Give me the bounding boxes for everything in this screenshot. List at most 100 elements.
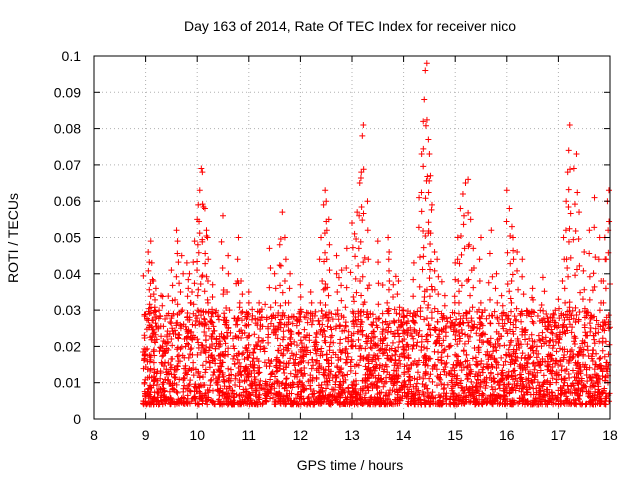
data-point bbox=[381, 380, 388, 387]
data-point bbox=[534, 312, 541, 319]
data-point bbox=[294, 381, 301, 388]
data-point bbox=[423, 332, 430, 339]
data-point bbox=[565, 273, 572, 280]
data-point bbox=[481, 376, 488, 383]
data-point bbox=[595, 329, 602, 336]
data-point bbox=[171, 366, 178, 373]
data-point bbox=[454, 341, 461, 348]
data-point bbox=[219, 401, 226, 408]
data-point bbox=[408, 395, 415, 402]
data-point bbox=[537, 367, 544, 374]
data-point bbox=[327, 339, 334, 346]
data-point bbox=[539, 383, 546, 390]
data-point bbox=[450, 361, 457, 368]
data-point bbox=[174, 238, 181, 245]
data-point bbox=[493, 347, 500, 354]
data-point bbox=[465, 338, 472, 345]
data-point bbox=[210, 327, 217, 334]
data-point bbox=[390, 331, 397, 338]
data-point bbox=[532, 363, 539, 370]
data-point bbox=[182, 323, 189, 330]
data-point bbox=[499, 376, 506, 383]
x-tick-label: 14 bbox=[396, 427, 412, 443]
data-point bbox=[514, 249, 521, 256]
data-point bbox=[425, 189, 432, 196]
data-point bbox=[174, 363, 181, 370]
data-point bbox=[533, 385, 540, 392]
data-point bbox=[324, 357, 331, 364]
data-point bbox=[236, 350, 243, 357]
data-point bbox=[168, 267, 175, 274]
data-point bbox=[378, 376, 385, 383]
data-point bbox=[586, 296, 593, 303]
data-point bbox=[484, 338, 491, 345]
data-point bbox=[457, 315, 464, 322]
data-point bbox=[300, 395, 307, 402]
data-point bbox=[296, 310, 303, 317]
data-point bbox=[221, 310, 228, 317]
data-point bbox=[184, 310, 191, 317]
data-point bbox=[422, 372, 429, 379]
data-point bbox=[343, 356, 350, 363]
data-point bbox=[362, 390, 369, 397]
data-point bbox=[428, 309, 435, 316]
data-point bbox=[553, 379, 560, 386]
data-point bbox=[318, 307, 325, 314]
data-point bbox=[423, 353, 430, 360]
data-point bbox=[583, 366, 590, 373]
data-point bbox=[212, 360, 219, 367]
data-point bbox=[458, 377, 465, 384]
data-point bbox=[512, 350, 519, 357]
data-point bbox=[320, 371, 327, 378]
data-point bbox=[348, 332, 355, 339]
data-point bbox=[484, 394, 491, 401]
data-point bbox=[555, 372, 562, 379]
data-point bbox=[565, 186, 572, 193]
data-point bbox=[477, 372, 484, 379]
data-point bbox=[489, 273, 496, 280]
data-point bbox=[276, 365, 283, 372]
data-point bbox=[590, 270, 597, 277]
data-point bbox=[537, 388, 544, 395]
data-point bbox=[353, 391, 360, 398]
data-point bbox=[414, 361, 421, 368]
data-point bbox=[533, 343, 540, 350]
data-point bbox=[399, 307, 406, 314]
data-point bbox=[193, 384, 200, 391]
data-point bbox=[519, 325, 526, 332]
data-point bbox=[429, 378, 436, 385]
data-point bbox=[559, 324, 566, 331]
data-point bbox=[539, 274, 546, 281]
data-point bbox=[342, 304, 349, 311]
data-point bbox=[476, 278, 483, 285]
data-point bbox=[562, 397, 569, 404]
data-point bbox=[410, 293, 417, 300]
data-point bbox=[225, 252, 232, 259]
data-point bbox=[171, 374, 178, 381]
data-point bbox=[326, 267, 333, 274]
x-tick-label: 17 bbox=[551, 427, 567, 443]
data-point bbox=[559, 385, 566, 392]
data-point bbox=[358, 292, 365, 299]
data-point bbox=[563, 256, 570, 263]
data-point bbox=[411, 375, 418, 382]
data-point bbox=[471, 395, 478, 402]
data-point bbox=[553, 348, 560, 355]
data-point bbox=[443, 390, 450, 397]
data-point bbox=[389, 339, 396, 346]
data-point bbox=[401, 336, 408, 343]
data-point bbox=[389, 375, 396, 382]
data-point bbox=[554, 324, 561, 331]
data-point bbox=[274, 391, 281, 398]
data-point bbox=[411, 326, 418, 333]
data-point bbox=[162, 359, 169, 366]
data-point bbox=[561, 317, 568, 324]
data-point bbox=[572, 377, 579, 384]
data-point bbox=[258, 314, 265, 321]
data-point bbox=[458, 384, 465, 391]
data-point bbox=[451, 381, 458, 388]
data-point bbox=[522, 326, 529, 333]
data-point bbox=[372, 374, 379, 381]
data-point bbox=[571, 341, 578, 348]
y-tick-label: 0.06 bbox=[54, 193, 81, 209]
